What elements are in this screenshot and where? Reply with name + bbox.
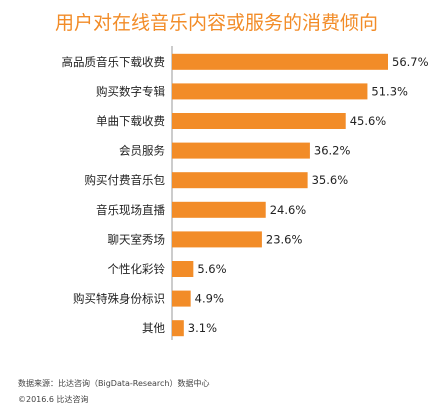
value-label: 23.6% <box>266 232 303 246</box>
category-label: 购买付费音乐包 <box>85 173 166 187</box>
category-label: 单曲下载收费 <box>96 114 165 128</box>
bar <box>172 83 368 100</box>
value-label: 36.2% <box>314 144 351 158</box>
data-source-note: 数据来源：比达咨询（BigData-Research）数据中心 <box>18 379 210 388</box>
value-label: 4.9% <box>195 292 224 306</box>
category-label: 会员服务 <box>119 144 165 158</box>
bar <box>172 201 266 218</box>
category-label: 购买特殊身份标识 <box>73 292 165 306</box>
bar <box>172 261 194 277</box>
category-label: 音乐现场直播 <box>96 203 165 217</box>
copyright-note: ©2016.6 比达咨询 <box>18 395 89 404</box>
bar <box>172 142 310 159</box>
value-label: 3.1% <box>188 321 217 335</box>
bar <box>172 113 346 129</box>
value-label: 51.3% <box>371 84 408 98</box>
bar <box>172 53 388 70</box>
bar <box>172 320 184 337</box>
category-label: 聊天室秀场 <box>108 232 166 246</box>
category-label: 高品质音乐下载收费 <box>62 55 166 69</box>
bar <box>172 231 262 248</box>
value-label: 24.6% <box>270 203 307 217</box>
category-label: 购买数字专辑 <box>96 84 165 98</box>
category-label: 其他 <box>142 321 165 335</box>
value-label: 35.6% <box>312 173 349 187</box>
value-label: 5.6% <box>197 262 226 276</box>
bar <box>172 172 308 189</box>
value-label: 45.6% <box>350 114 387 128</box>
chart-title: 用户对在线音乐内容或服务的消费倾向 <box>54 12 378 34</box>
value-label: 56.7% <box>392 55 429 69</box>
bar <box>172 290 191 307</box>
category-label: 个性化彩铃 <box>108 262 166 276</box>
